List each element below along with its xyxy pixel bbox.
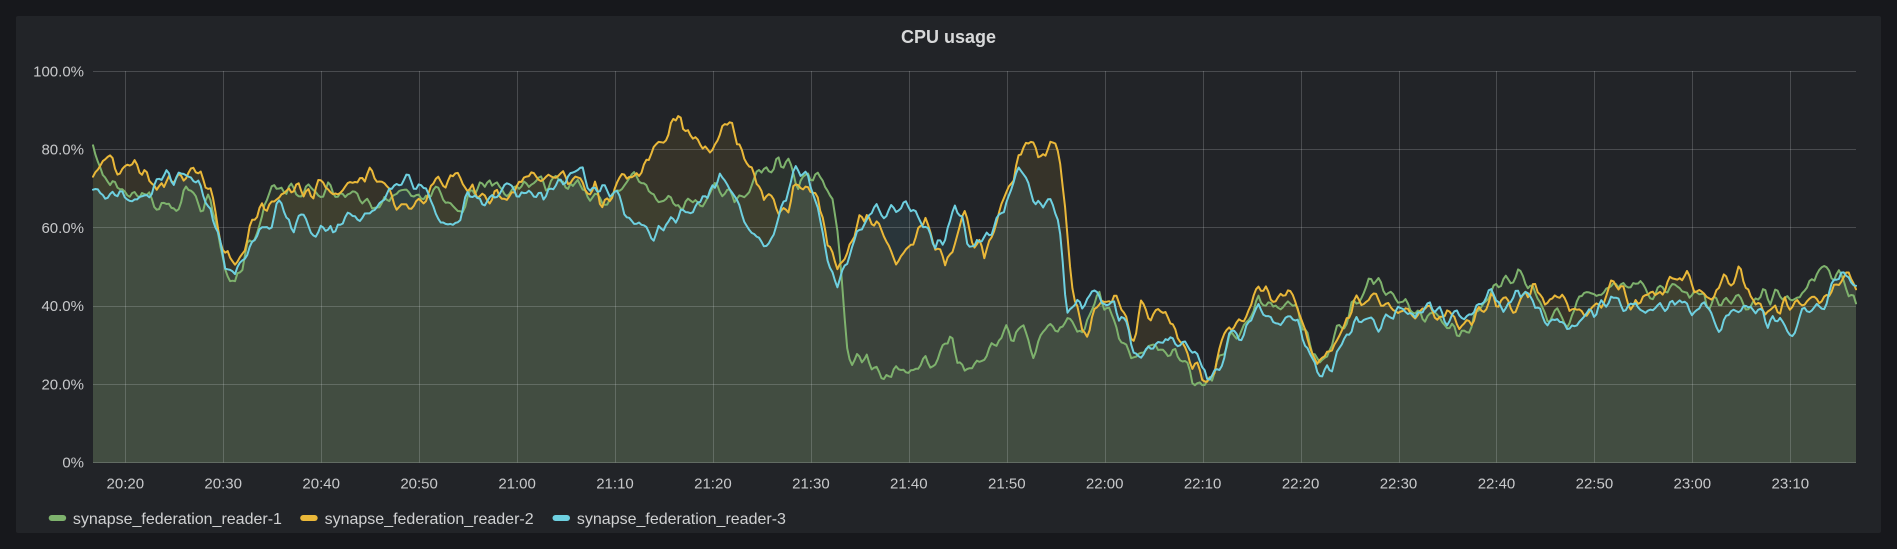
svg-text:40.0%: 40.0%: [41, 298, 84, 315]
svg-text:CPU usage: CPU usage: [901, 27, 996, 47]
svg-text:21:20: 21:20: [694, 476, 732, 493]
svg-text:23:10: 23:10: [1772, 476, 1810, 493]
svg-text:21:40: 21:40: [890, 476, 928, 493]
svg-text:21:10: 21:10: [596, 476, 634, 493]
svg-text:22:30: 22:30: [1380, 476, 1418, 493]
svg-text:20:30: 20:30: [204, 476, 242, 493]
svg-text:100.0%: 100.0%: [33, 64, 84, 81]
svg-text:20:40: 20:40: [302, 476, 340, 493]
svg-text:0%: 0%: [62, 455, 84, 472]
svg-text:60.0%: 60.0%: [41, 220, 84, 237]
svg-text:80.0%: 80.0%: [41, 142, 84, 159]
svg-text:22:40: 22:40: [1478, 476, 1516, 493]
svg-text:20.0%: 20.0%: [41, 376, 84, 393]
svg-text:synapse_federation_reader-2: synapse_federation_reader-2: [325, 511, 534, 528]
svg-text:21:50: 21:50: [988, 476, 1026, 493]
svg-text:21:30: 21:30: [792, 476, 830, 493]
svg-text:20:20: 20:20: [107, 476, 145, 493]
svg-text:synapse_federation_reader-3: synapse_federation_reader-3: [577, 511, 786, 528]
svg-text:22:20: 22:20: [1282, 476, 1320, 493]
svg-text:23:00: 23:00: [1674, 476, 1712, 493]
svg-text:21:00: 21:00: [498, 476, 536, 493]
svg-text:22:50: 22:50: [1576, 476, 1614, 493]
svg-text:synapse_federation_reader-1: synapse_federation_reader-1: [73, 511, 282, 528]
svg-text:22:10: 22:10: [1184, 476, 1222, 493]
svg-text:20:50: 20:50: [400, 476, 438, 493]
svg-text:22:00: 22:00: [1086, 476, 1124, 493]
